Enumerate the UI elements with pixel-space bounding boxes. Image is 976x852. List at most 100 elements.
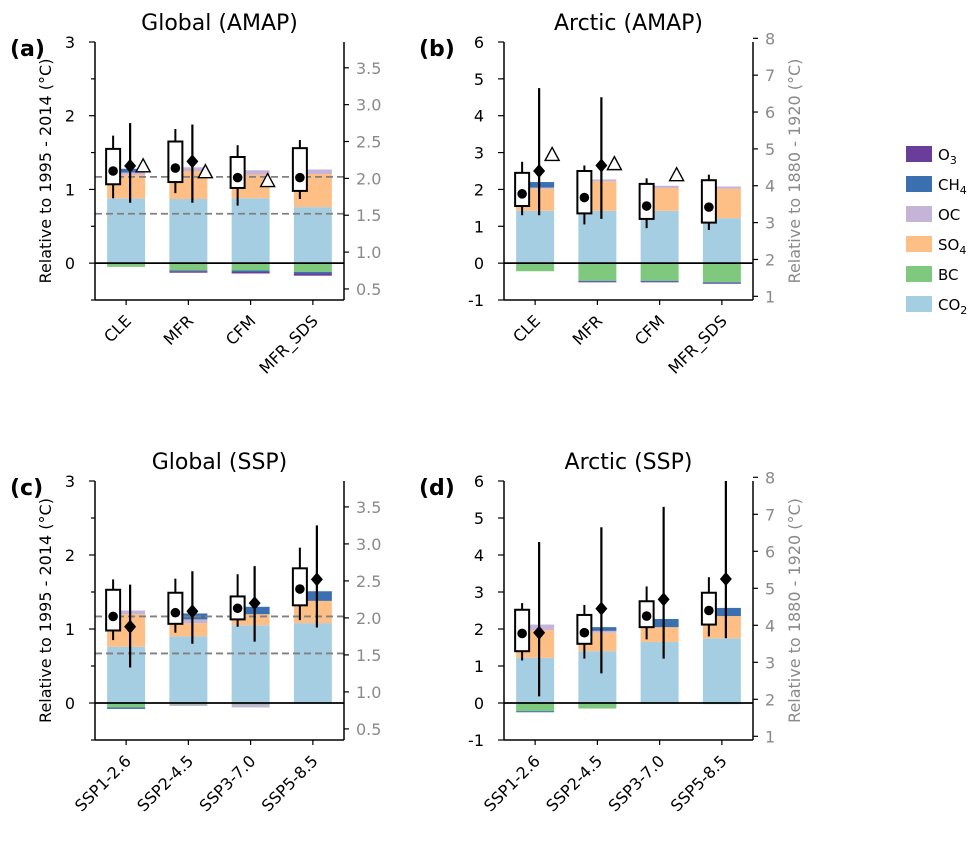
y-tick-label: 6	[474, 472, 484, 491]
legend-label-base: CO	[938, 296, 960, 314]
mean-dot	[704, 202, 714, 212]
y-tick-label: 0	[65, 254, 75, 273]
bar-segment-o3-neg	[231, 271, 270, 274]
panel-a: Global (AMAP) (a) 0 1 2 3 0.5 1.0 1.5 2.0 2.5 3.0 3.…	[10, 11, 381, 378]
bar-segment-oc	[516, 624, 555, 631]
x-tick-label: MFR	[569, 311, 607, 349]
panel-title: Arctic (SSP)	[565, 450, 693, 475]
legend-label-ch4: CH4	[938, 176, 967, 197]
bar-segment-co2	[231, 198, 270, 264]
bar-segment-so4	[169, 623, 208, 637]
bar-segment-bc-neg	[516, 263, 555, 272]
panel-d: Arctic (SSP) (d) -1 0 1 2 3 4 5 6 1 2 3 4 5 6 7 8 SSP1-2.6…	[419, 450, 804, 815]
y2-tick-label: 2	[765, 250, 775, 269]
bar-segment-co2	[702, 638, 741, 703]
y-tick-label: 3	[65, 472, 75, 491]
bar-segment-ch4	[107, 168, 146, 173]
bar-segment-bc-neg	[293, 263, 332, 272]
bar-segment-ch4	[640, 619, 679, 628]
bar-segment-oc	[516, 187, 555, 189]
triangle-marker	[259, 172, 276, 188]
diamond-marker	[310, 572, 323, 587]
y-axis-title: Relative to 1995 - 2014 (°C)	[36, 498, 55, 723]
bar-segment-oc-neg	[169, 704, 208, 706]
bar-segment-ch4-neg	[293, 271, 332, 274]
box	[700, 179, 717, 224]
y-tick-label: 1	[474, 657, 484, 676]
bar-segment-ch4-neg	[578, 280, 617, 282]
y-tick-label: 3	[474, 144, 484, 163]
y-tick-label: -1	[468, 731, 484, 750]
bar-segment-co2	[578, 651, 617, 703]
diamond-marker	[248, 596, 261, 611]
bar-segment-ch4-neg	[107, 707, 146, 709]
bar-segment-bc-neg	[578, 703, 617, 709]
mean-dot	[170, 163, 181, 173]
mean-dot	[170, 607, 181, 618]
bar-segment-ch4	[231, 606, 270, 615]
legend-label-base: OC	[938, 206, 960, 224]
panel-label: (a)	[10, 37, 45, 62]
bar-segment-oc	[107, 610, 146, 615]
y2-tick-label: 3.5	[356, 498, 381, 517]
y-tick-label: 5	[474, 509, 484, 528]
box	[576, 170, 593, 215]
legend-label-so4: SO4	[938, 236, 966, 257]
box	[291, 147, 308, 192]
mean-dot	[295, 172, 305, 183]
bar-segment-bc-neg	[169, 263, 208, 271]
y2-tick-label: 1	[765, 727, 775, 746]
x-tick-label: MFR_SDS	[255, 311, 322, 378]
bar-segment-oc-neg	[231, 704, 270, 708]
panel-title: Global (SSP)	[152, 450, 288, 475]
y-tick-label: 4	[474, 107, 484, 126]
y-tick-label: 4	[474, 546, 484, 565]
triangle-marker	[134, 157, 152, 173]
legend-label-bc: BC	[938, 266, 959, 284]
x-tick-label: SSP3-7.0	[196, 751, 260, 815]
diamond-marker	[595, 601, 608, 616]
bar-segment-co2	[107, 198, 146, 264]
y2-tick-label: 1.5	[356, 646, 381, 665]
x-tick-label: SSP1-2.6	[480, 751, 544, 815]
x-tick-label: CFM	[222, 311, 260, 349]
y-tick-label: 2	[65, 107, 75, 126]
legend-label-base: BC	[938, 266, 959, 284]
bar-segment-bc-neg	[107, 263, 146, 267]
y2-tick-label: 0.5	[356, 720, 381, 739]
panel-title: Arctic (AMAP)	[554, 11, 703, 36]
x-tick-label: SSP5-8.5	[258, 751, 322, 815]
y-axis-title: Relative to 1995 - 2014 (°C)	[36, 59, 55, 284]
panel-label: (c)	[10, 476, 43, 501]
legend-swatch-ch4	[906, 176, 932, 192]
bar-segment-oc	[293, 169, 332, 174]
legend-swatch-oc	[906, 206, 932, 222]
y2-axis-title: Relative to 1880 - 1920 (°C)	[785, 498, 804, 723]
y2-tick-label: 4	[765, 616, 775, 635]
y2-tick-label: 8	[765, 468, 775, 487]
triangle-marker	[606, 155, 623, 171]
bar-segment-ch4	[293, 591, 332, 601]
bar-segment-oc	[169, 167, 208, 171]
y2-tick-label: 1	[765, 287, 775, 306]
bar-segment-so4	[640, 627, 679, 642]
bar-segment-oc	[107, 172, 146, 175]
bar-segment-so4	[231, 614, 270, 626]
y-tick-label: 0	[474, 694, 484, 713]
legend-label-subscript: 4	[959, 244, 966, 257]
y2-tick-label: 7	[765, 505, 775, 524]
y2-tick-label: 1.0	[356, 683, 381, 702]
bar-segment-bc-neg	[578, 263, 617, 281]
mean-dot	[704, 605, 714, 616]
diamond-marker	[595, 158, 608, 173]
y2-tick-label: 3	[765, 653, 775, 672]
legend-label-subscript: 2	[960, 304, 967, 317]
bar-segment-bc-neg	[107, 703, 146, 708]
y-tick-label: 3	[474, 583, 484, 602]
bar-segment-ch4	[516, 182, 555, 188]
x-tick-label: CLE	[100, 311, 135, 346]
diamond-marker	[533, 164, 546, 178]
mean-dot	[641, 201, 652, 211]
mean-dot	[232, 603, 243, 614]
